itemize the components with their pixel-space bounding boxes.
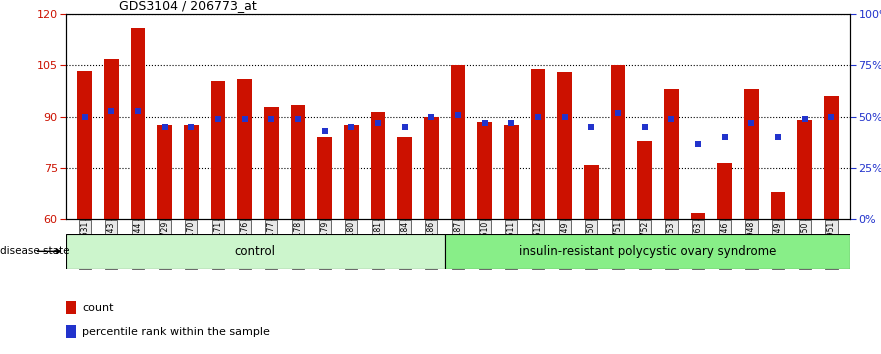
Bar [371, 112, 386, 219]
Text: count: count [83, 303, 114, 313]
Text: GSM156186: GSM156186 [427, 221, 436, 267]
Text: GSM156750: GSM156750 [587, 221, 596, 268]
Bar [237, 79, 252, 219]
Text: GSM156511: GSM156511 [507, 221, 516, 267]
Text: GSM156946: GSM156946 [721, 221, 729, 268]
Point [397, 124, 411, 130]
Point [425, 114, 439, 120]
Text: GSM156177: GSM156177 [267, 221, 276, 267]
Text: GSM156180: GSM156180 [347, 221, 356, 267]
Text: GDS3104 / 206773_at: GDS3104 / 206773_at [119, 0, 256, 12]
Point [238, 116, 252, 122]
Bar [584, 165, 599, 219]
Point [184, 124, 198, 130]
Bar [264, 107, 278, 219]
Point [264, 116, 278, 122]
Bar [66, 234, 445, 269]
Bar [504, 125, 519, 219]
Point [78, 114, 92, 120]
Text: GSM156951: GSM156951 [827, 221, 836, 267]
Text: GSM156170: GSM156170 [187, 221, 196, 267]
Text: GSM156176: GSM156176 [241, 221, 249, 267]
Bar [611, 65, 626, 219]
Text: GSM156763: GSM156763 [693, 221, 703, 268]
Text: GSM156749: GSM156749 [560, 221, 569, 268]
Point [211, 116, 226, 122]
Text: disease state: disease state [0, 246, 70, 256]
Text: GSM156178: GSM156178 [293, 221, 302, 267]
Text: insulin-resistant polycystic ovary syndrome: insulin-resistant polycystic ovary syndr… [519, 245, 776, 258]
Bar [824, 96, 839, 219]
Point [558, 114, 572, 120]
Point [131, 108, 145, 114]
Bar [104, 59, 119, 219]
Point [451, 112, 465, 118]
Point [104, 108, 118, 114]
Bar [344, 125, 359, 219]
Bar [291, 105, 306, 219]
Point [158, 124, 172, 130]
Point [718, 135, 732, 140]
Text: GSM156179: GSM156179 [321, 221, 329, 267]
Bar [451, 65, 465, 219]
Text: GSM156171: GSM156171 [213, 221, 223, 267]
Bar [317, 137, 332, 219]
Text: control: control [235, 245, 276, 258]
Point [318, 129, 332, 134]
Text: GSM156949: GSM156949 [774, 221, 782, 268]
Text: GSM156752: GSM156752 [640, 221, 649, 267]
Text: GSM156950: GSM156950 [800, 221, 810, 268]
Bar [478, 122, 492, 219]
Point [344, 124, 359, 130]
Point [291, 116, 305, 122]
Bar [797, 120, 812, 219]
Bar [638, 141, 652, 219]
Point [531, 114, 545, 120]
Text: GSM156753: GSM156753 [667, 221, 676, 268]
Text: percentile rank within the sample: percentile rank within the sample [83, 327, 270, 337]
Bar [744, 90, 759, 219]
Point [611, 110, 626, 115]
Point [744, 120, 759, 126]
Text: GSM156181: GSM156181 [374, 221, 382, 267]
Point [664, 116, 678, 122]
Text: GSM156510: GSM156510 [480, 221, 489, 267]
Point [505, 120, 519, 126]
Bar [558, 72, 572, 219]
Text: GSM155644: GSM155644 [134, 221, 143, 268]
Bar [66, 325, 76, 338]
Bar [530, 69, 545, 219]
Text: GSM155729: GSM155729 [160, 221, 169, 267]
Point [798, 116, 812, 122]
Point [584, 124, 598, 130]
Text: GSM156948: GSM156948 [747, 221, 756, 267]
Point [371, 120, 385, 126]
Text: GSM155631: GSM155631 [80, 221, 89, 267]
Bar [184, 125, 199, 219]
Text: GSM156751: GSM156751 [614, 221, 623, 267]
Bar [771, 192, 786, 219]
Point [691, 141, 705, 146]
Bar [66, 301, 76, 314]
Bar [130, 28, 145, 219]
Bar [691, 213, 706, 219]
Bar [211, 81, 226, 219]
Point [771, 135, 785, 140]
Text: GSM155643: GSM155643 [107, 221, 116, 268]
Text: GSM156512: GSM156512 [534, 221, 543, 267]
Text: GSM156187: GSM156187 [454, 221, 463, 267]
Bar [158, 125, 172, 219]
Text: GSM156184: GSM156184 [400, 221, 410, 267]
Bar [445, 234, 850, 269]
Bar [78, 71, 93, 219]
Point [478, 120, 492, 126]
Bar [397, 137, 412, 219]
Bar [717, 163, 732, 219]
Point [638, 124, 652, 130]
Bar [664, 90, 679, 219]
Bar [424, 117, 439, 219]
Point [825, 114, 839, 120]
